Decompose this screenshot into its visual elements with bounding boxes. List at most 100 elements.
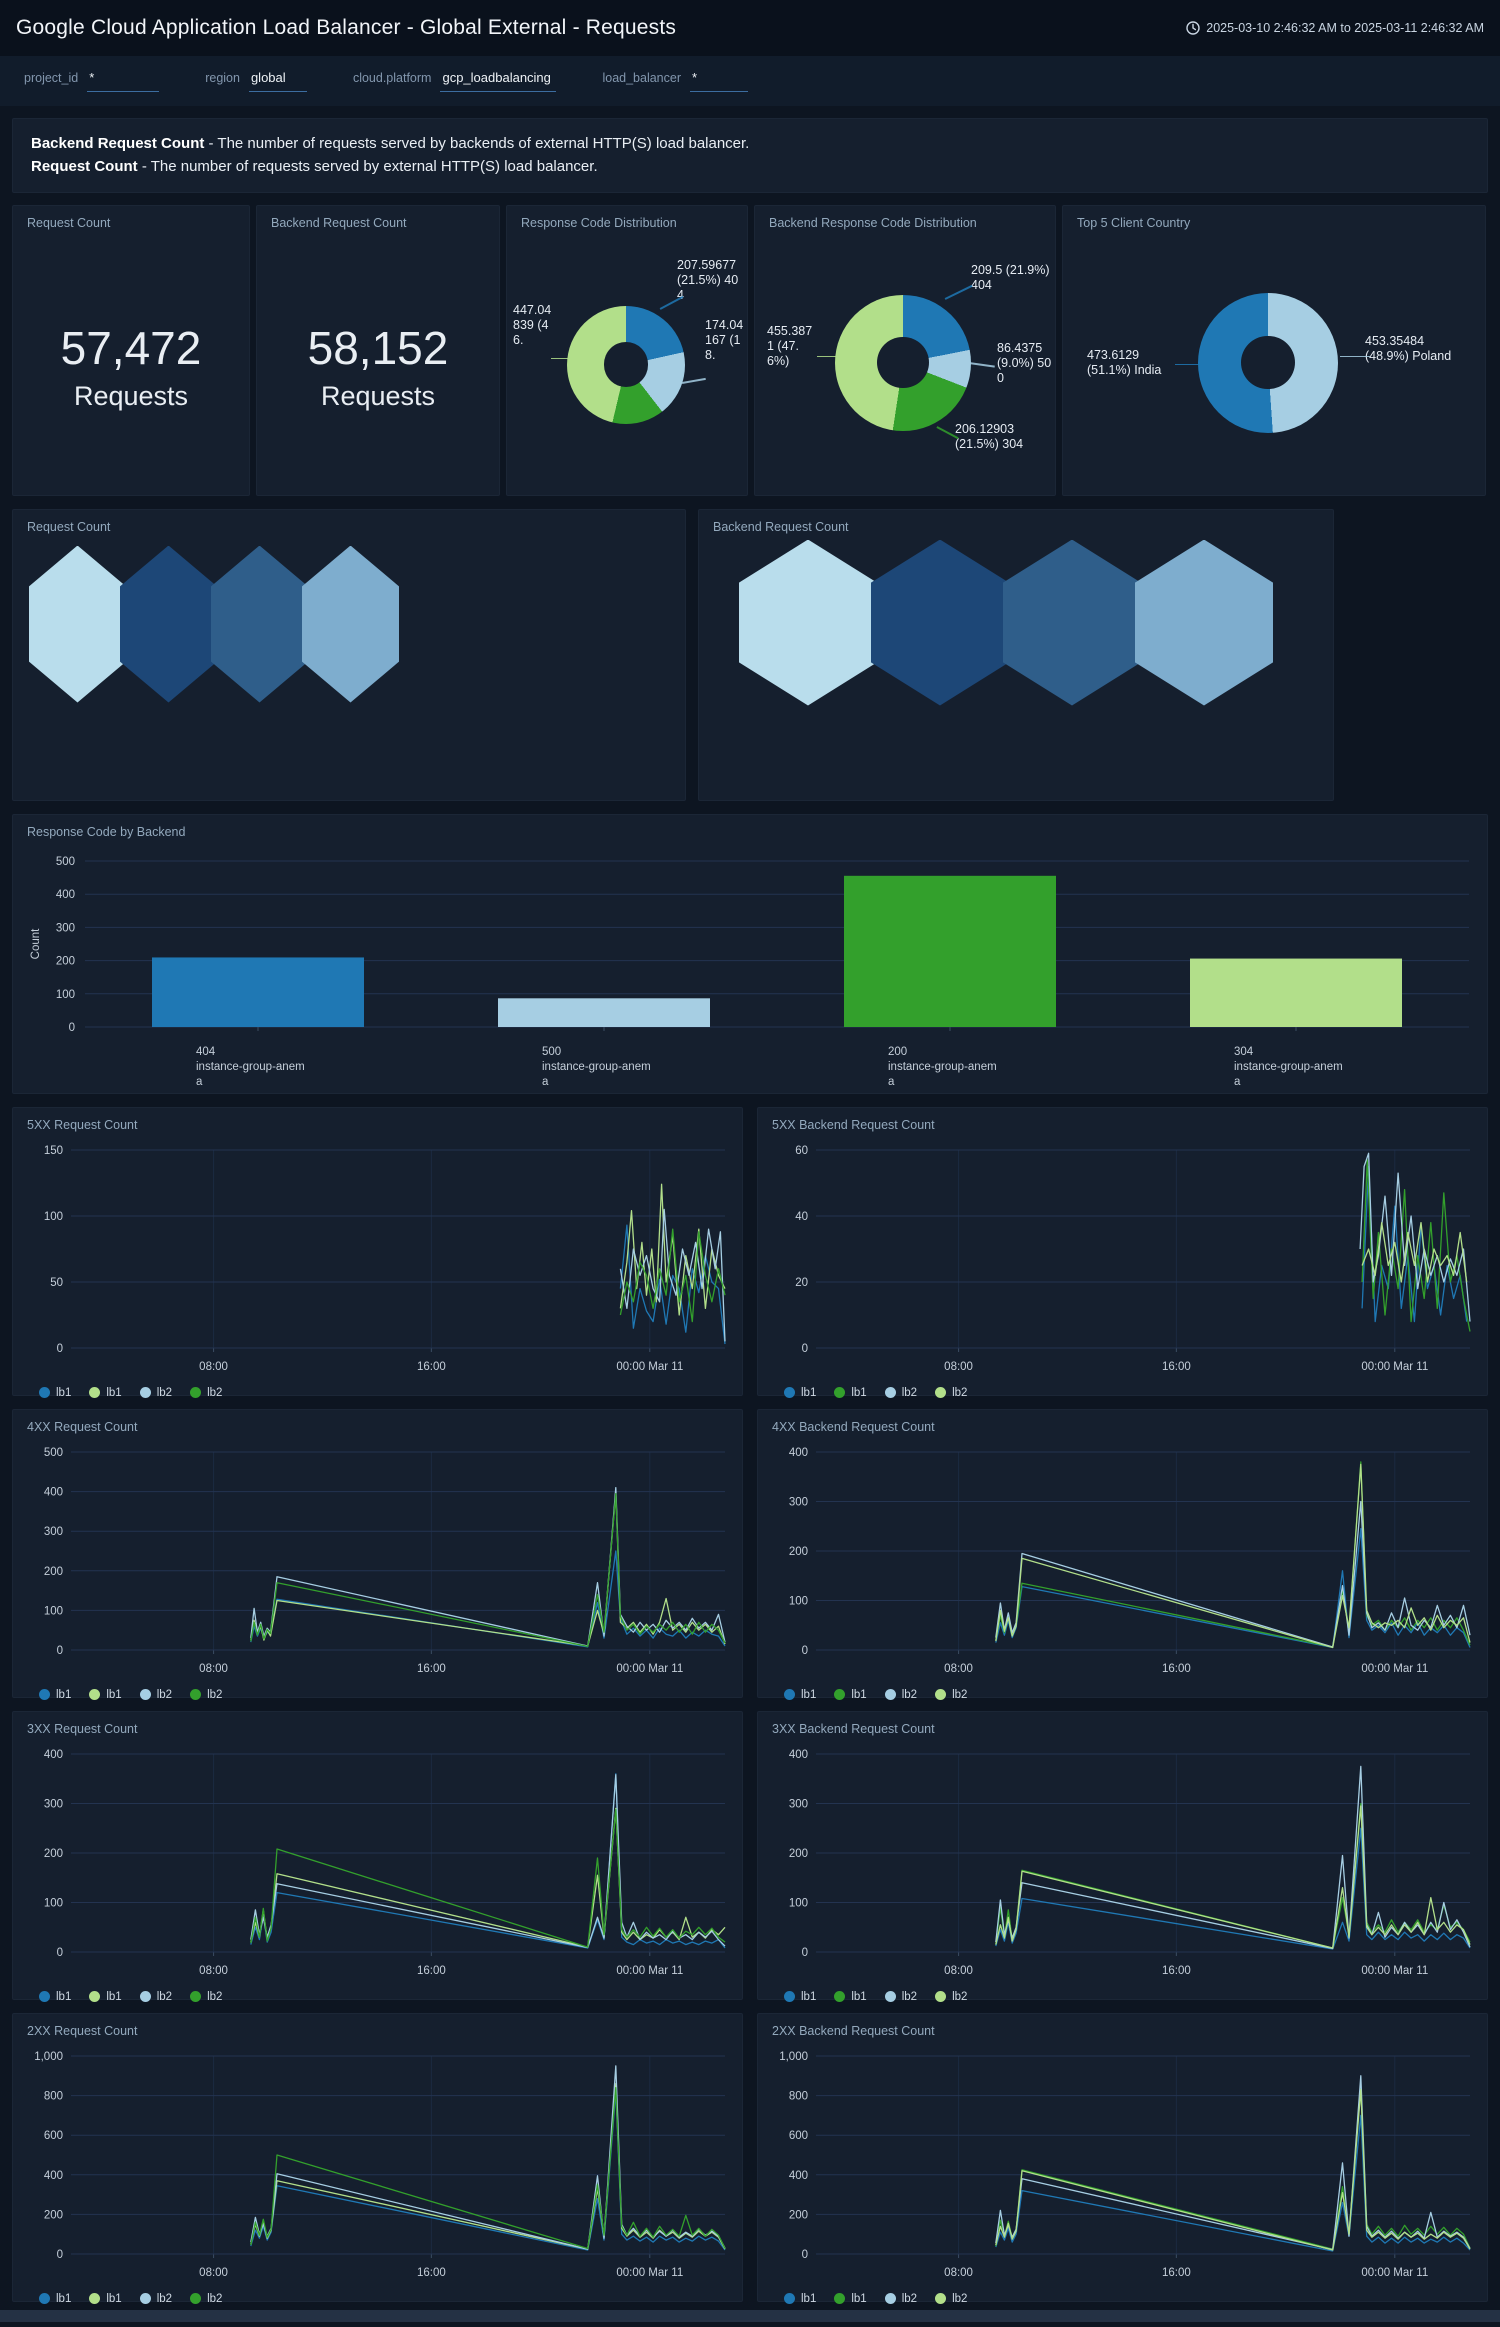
legend-item-lb1[interactable]: lb1 — [784, 1689, 816, 1701]
legend-item-lb1[interactable]: lb1 — [39, 1387, 71, 1399]
panel-title[interactable]: Backend Request Count — [713, 519, 849, 534]
chart-legend: lb1 lb1 lb2 lb2 — [770, 1385, 1475, 1399]
panel-5xx-request-count: 5XX Request Count 08:00 16:00 00:00 Mar 11… — [12, 1106, 743, 1399]
response-code-donut-chart: 207.59677 (21.5%) 404 174.04167 (18. 447.0… — [507, 236, 747, 495]
slice-label-200: 455.3871 (47.6%) — [767, 323, 813, 369]
svg-text:300: 300 — [44, 1526, 63, 1538]
legend-item-lb2[interactable]: lb2 — [935, 2293, 967, 2305]
panel-title[interactable]: Top 5 Client Country — [1077, 215, 1191, 230]
panel-title[interactable]: 5XX Backend Request Count — [772, 1117, 935, 1132]
svg-text:500: 500 — [56, 856, 75, 868]
svg-text:400: 400 — [44, 1486, 63, 1498]
backend-response-code-donut-chart: 209.5 (21.9%) 404 86.4375 (9.0%) 500 206.1… — [755, 236, 1055, 495]
svg-text:08:00: 08:00 — [199, 1361, 228, 1373]
panel-title[interactable]: Request Count — [27, 215, 111, 230]
panel-title[interactable]: 5XX Request Count — [27, 1117, 138, 1132]
honeycomb-cell-4 — [1135, 539, 1273, 706]
panel-title[interactable]: Backend Response Code Distribution — [769, 215, 977, 230]
slice-label-Poland: 453.35484 (48.9%) Poland — [1365, 333, 1452, 363]
legend-item-lb2[interactable]: lb2 — [190, 1991, 222, 2003]
panel-title[interactable]: Response Code Distribution — [521, 215, 677, 230]
svg-text:instance-group-anem: instance-group-anem — [888, 1061, 997, 1073]
description-panel: Backend Request Count - The number of re… — [12, 118, 1488, 193]
legend-item-lb1[interactable]: lb1 — [784, 2293, 816, 2305]
legend-item-lb1[interactable]: lb1 — [39, 1689, 71, 1701]
legend-item-lb1[interactable]: lb1 — [89, 1387, 122, 1399]
legend-item-lb1[interactable]: lb1 — [89, 2293, 122, 2305]
time-range-picker[interactable]: 2025-03-10 2:46:32 AM to 2025-03-11 2:46… — [1186, 21, 1484, 35]
filter-value-input[interactable]: * — [87, 70, 160, 92]
legend-item-lb1[interactable]: lb1 — [39, 2293, 71, 2305]
panel-title[interactable]: 3XX Backend Request Count — [772, 1721, 935, 1736]
stat-body: 58,152 Requests — [257, 222, 499, 511]
panel-title[interactable]: Backend Request Count — [271, 215, 407, 230]
svg-text:100: 100 — [44, 1897, 63, 1909]
legend-item-lb2[interactable]: lb2 — [884, 1991, 917, 2003]
legend-item-lb1[interactable]: lb1 — [834, 2293, 867, 2305]
legend-dot — [884, 2293, 896, 2304]
legend-item-lb2[interactable]: lb2 — [884, 2293, 917, 2305]
legend-item-lb2[interactable]: lb2 — [190, 2293, 222, 2305]
svg-text:0: 0 — [802, 1645, 808, 1657]
legend-item-lb1[interactable]: lb1 — [834, 1387, 867, 1399]
filter-value-input[interactable]: global — [248, 70, 307, 92]
bar-200[interactable] — [844, 875, 1056, 1027]
svg-text:20: 20 — [795, 1277, 808, 1289]
bar-500[interactable] — [498, 997, 710, 1027]
legend-item-lb2[interactable]: lb2 — [139, 2292, 173, 2305]
legend-item-lb1[interactable]: lb1 — [89, 1991, 122, 2003]
bar-404[interactable] — [152, 956, 364, 1027]
svg-text:16:00: 16:00 — [1162, 1965, 1191, 1977]
chart-legend: lb1 lb1 lb2 lb2 — [770, 1687, 1475, 1701]
legend-item-lb2[interactable]: lb2 — [935, 1387, 967, 1399]
legend-item-lb2[interactable]: lb2 — [190, 1387, 222, 1399]
svg-text:150: 150 — [44, 1145, 63, 1157]
legend-item-lb1[interactable]: lb1 — [834, 1689, 867, 1701]
legend-dot — [884, 1689, 896, 1700]
series-line-lb1 — [995, 1527, 1471, 1648]
legend-dot — [784, 1689, 795, 1700]
legend-dot — [89, 1387, 101, 1398]
svg-text:400: 400 — [789, 1749, 808, 1761]
legend-dot — [39, 1387, 50, 1398]
filter-label: project_id — [24, 71, 79, 85]
slice-label-India: 473.6129 (51.1%) India — [1087, 347, 1162, 377]
legend-item-lb1[interactable]: lb1 — [834, 1991, 867, 2003]
panel-title[interactable]: Response Code by Backend — [27, 824, 186, 839]
donut-brcd — [835, 294, 971, 431]
bar-304[interactable] — [1190, 958, 1402, 1027]
svg-text:100: 100 — [44, 1211, 63, 1223]
panel-title[interactable]: 2XX Request Count — [27, 2023, 138, 2038]
legend-item-lb1[interactable]: lb1 — [39, 1991, 71, 2003]
panel-title[interactable]: 4XX Backend Request Count — [772, 1419, 935, 1434]
filter-value-input[interactable]: * — [690, 70, 749, 92]
svg-text:16:00: 16:00 — [1162, 1361, 1191, 1373]
filter-value-input[interactable]: gcp_loadbalancing — [440, 70, 557, 92]
panel-title[interactable]: 4XX Request Count — [27, 1419, 138, 1434]
slice-label-304: 206.12903 (21.5%) 304 — [955, 421, 1024, 451]
legend-item-lb2[interactable]: lb2 — [139, 1689, 172, 1701]
legend-label: lb2 — [156, 2292, 173, 2305]
line-chart-canvas: 08:00 16:00 00:00 Mar 11 0 200 400 600 800 1,000 — [34, 2051, 726, 2279]
legend-item-lb2[interactable]: lb2 — [139, 1387, 172, 1399]
line-chart-canvas: 08:00 16:00 00:00 Mar 11 0 100 200 300 400 — [789, 1447, 1471, 1675]
legend-item-lb2[interactable]: lb2 — [935, 1689, 967, 1701]
legend-item-lb2[interactable]: lb2 — [884, 1387, 917, 1399]
legend-item-lb2[interactable]: lb2 — [884, 1689, 917, 1701]
legend-item-lb1[interactable]: lb1 — [89, 1689, 122, 1701]
legend-item-lb2[interactable]: lb2 — [139, 1991, 172, 2003]
chart-legend: lb1 lb1 lb2 lb2 — [25, 1989, 730, 2003]
svg-text:600: 600 — [789, 2130, 808, 2142]
panel-title[interactable]: Request Count — [27, 519, 111, 534]
legend-item-lb2[interactable]: lb2 — [190, 1689, 222, 1701]
legend-dot — [884, 1387, 896, 1398]
legend-item-lb2[interactable]: lb2 — [935, 1991, 967, 2003]
panel-title[interactable]: 2XX Backend Request Count — [772, 2023, 935, 2038]
panel-title[interactable]: 3XX Request Count — [27, 1721, 138, 1736]
slice-label-404: 207.59677 (21.5%) 404 — [677, 257, 739, 303]
legend-item-lb1[interactable]: lb1 — [784, 1991, 816, 2003]
legend-dot — [39, 1991, 50, 2002]
svg-text:1,000: 1,000 — [34, 2051, 63, 2063]
legend-item-lb1[interactable]: lb1 — [784, 1387, 816, 1399]
description-line-backend: Backend Request Count - The number of re… — [31, 132, 1469, 155]
